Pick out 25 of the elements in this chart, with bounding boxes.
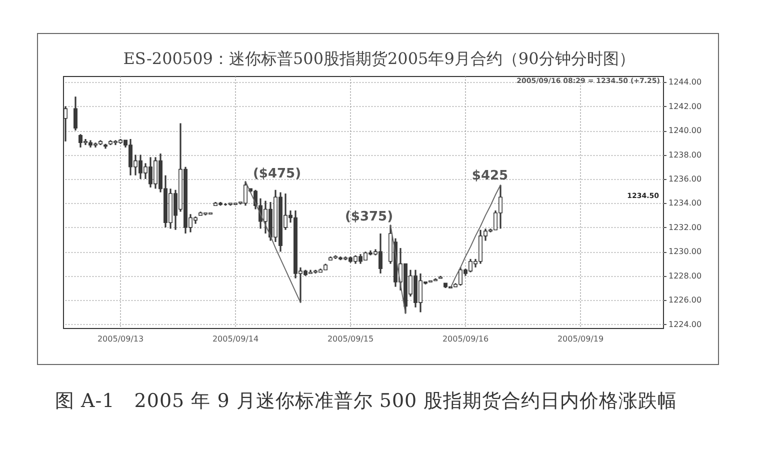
x-tick-label: 2005/09/15 — [327, 334, 374, 344]
text: 图 A-1 2005 年 9 月迷你标准普尔 500 股指期货合约日内价格涨跌幅 — [55, 389, 678, 414]
y-tick-label: 1224.00 — [668, 320, 702, 329]
line-series — [450, 184, 501, 289]
y-tick-label: 1234.00 — [668, 198, 702, 208]
annotation: ($375) — [344, 210, 394, 224]
annotation: ($475) — [252, 166, 302, 182]
x-tick-label: 2005/09/13 — [97, 334, 144, 344]
y-tick-label: 1232.00 — [668, 222, 702, 232]
x-tick-label: 2005/09/16 — [442, 334, 489, 344]
line-series — [245, 180, 301, 304]
y-tick-label: 1240.00 — [668, 126, 702, 136]
y-tick-label: 1236.00 — [668, 174, 702, 184]
x-tick-label: 2005/09/14 — [212, 334, 259, 344]
candlestick — [74, 96, 78, 132]
y-tick-label: 1242.00 — [668, 102, 702, 111]
line-series — [390, 224, 406, 314]
y-tick-label: 1238.00 — [668, 150, 702, 160]
chart-title: ES-200509：迷你标普500股指期货2005年9月合约（90分钟分时图） — [123, 49, 635, 68]
y-tick-label: 1228.00 — [668, 271, 702, 280]
x-tick-label: 2005/09/19 — [557, 334, 604, 344]
y-tick-label: 1230.00 — [668, 247, 702, 256]
annotation: $425 — [472, 168, 508, 184]
y-tick-label: 1226.00 — [668, 296, 702, 305]
y-tick-label: 1244.00 — [668, 78, 702, 87]
